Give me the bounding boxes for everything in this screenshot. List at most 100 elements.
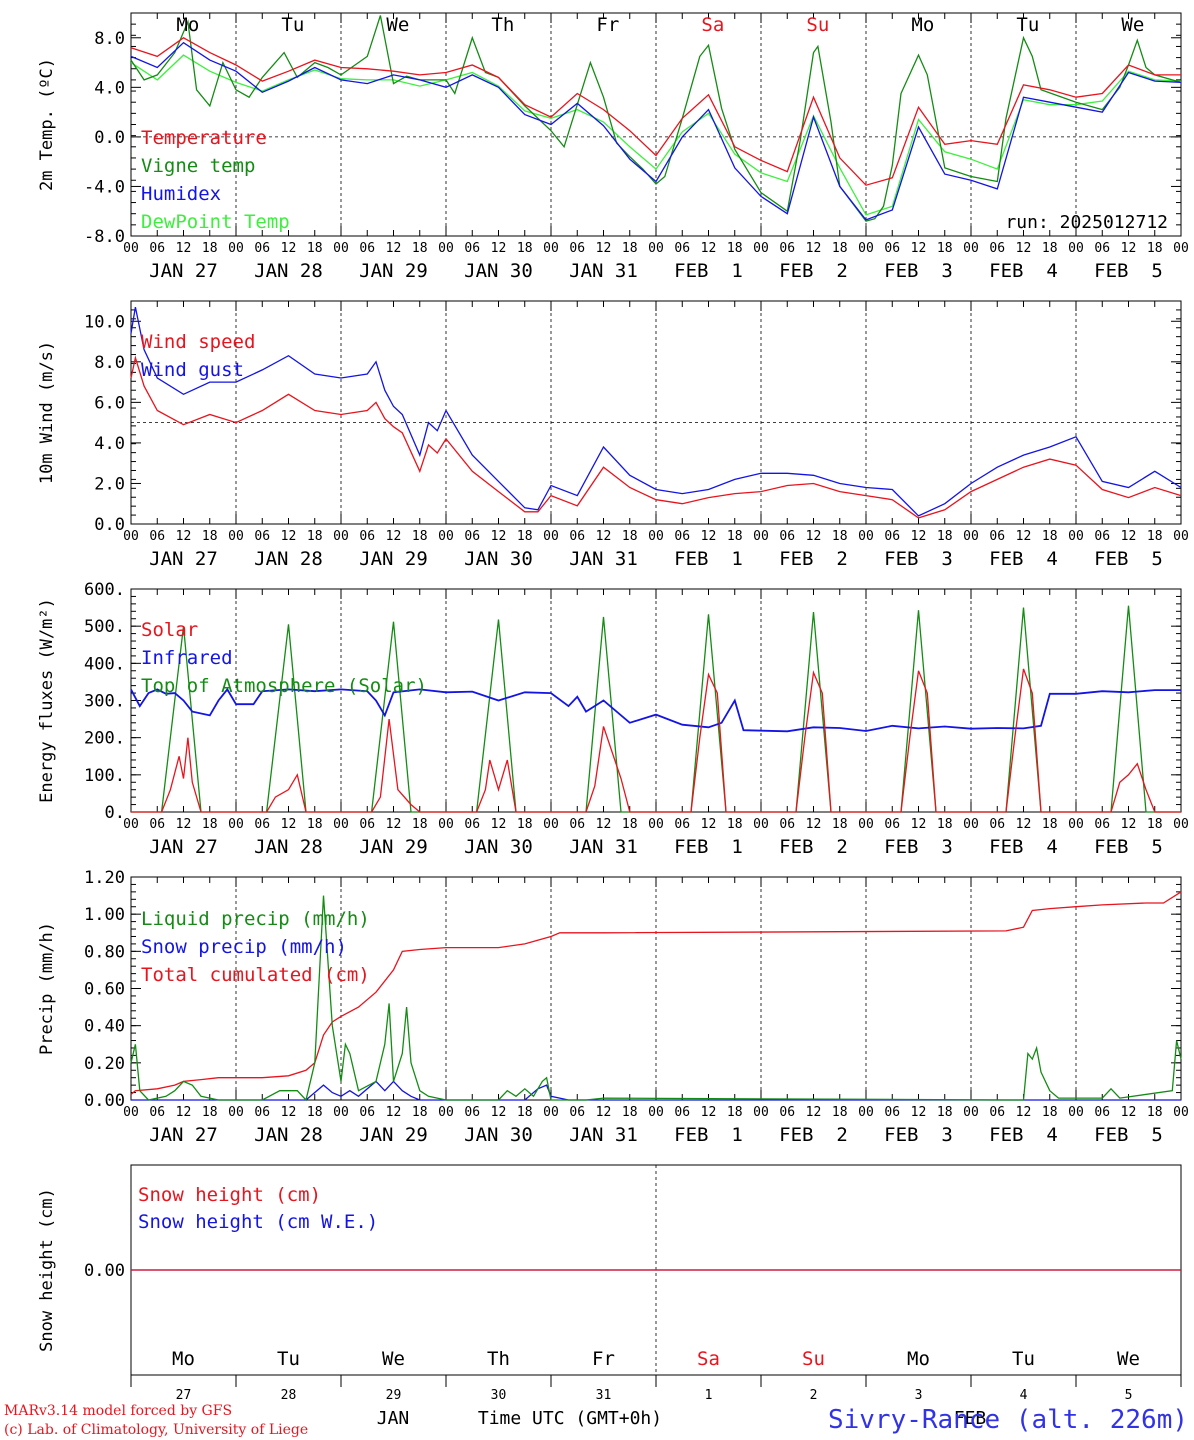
series-total-cumulated-cm-line bbox=[130, 891, 1182, 1095]
x-hour-label: 18 bbox=[307, 241, 323, 256]
series-temperature-line bbox=[130, 37, 1181, 186]
x-hour-label: 18 bbox=[832, 817, 848, 832]
x-hour-label: 06 bbox=[779, 817, 795, 832]
x-hour-label: 00 bbox=[1173, 817, 1189, 832]
x-hour-label: 00 bbox=[753, 529, 769, 544]
day-number-label: 30 bbox=[491, 1388, 507, 1403]
x-hour-label: 06 bbox=[779, 1105, 795, 1120]
x-hour-label: 00 bbox=[543, 1105, 559, 1120]
x-hour-label: 06 bbox=[674, 1105, 690, 1120]
x-hour-label: 00 bbox=[228, 817, 244, 832]
footer-lab: (c) Lab. of Climatology, University of L… bbox=[4, 1422, 308, 1438]
footer-month-jan: JAN bbox=[377, 1408, 410, 1429]
x-date-label: JAN 27 bbox=[149, 260, 218, 282]
x-hour-label: 00 bbox=[1068, 529, 1084, 544]
weekday-label: Mo bbox=[911, 14, 934, 36]
x-hour-label: 06 bbox=[149, 1105, 165, 1120]
x-date-label: FEB 4 bbox=[989, 1124, 1058, 1146]
x-hour-label: 06 bbox=[1094, 241, 1110, 256]
x-hour-label: 12 bbox=[491, 529, 507, 544]
weekday-label: Su bbox=[802, 1348, 825, 1370]
x-hour-label: 00 bbox=[123, 1105, 139, 1120]
x-hour-label: 18 bbox=[307, 1105, 323, 1120]
panel-5: 0.00 Snow height (cm) Snow height (cm) Snow… bbox=[37, 1164, 1182, 1403]
weekday-label: Tu bbox=[1012, 1348, 1035, 1370]
x-hour-label: 12 bbox=[176, 529, 192, 544]
y-tick-label: -8.0 bbox=[84, 227, 125, 247]
weekday-label: We bbox=[1117, 1348, 1140, 1370]
x-hour-label: 00 bbox=[123, 241, 139, 256]
y-tick-label: 6.0 bbox=[94, 393, 125, 413]
x-date-label: FEB 2 bbox=[779, 548, 848, 570]
x-hour-label: 06 bbox=[359, 1105, 375, 1120]
y-tick-label: 0.20 bbox=[84, 1054, 125, 1074]
x-hour-label: 00 bbox=[1173, 241, 1189, 256]
x-date-label: FEB 4 bbox=[989, 260, 1058, 282]
x-hour-label: 06 bbox=[989, 529, 1005, 544]
x-date-label: FEB 4 bbox=[989, 548, 1058, 570]
x-hour-label: 12 bbox=[491, 1105, 507, 1120]
x-hour-label: 18 bbox=[622, 529, 638, 544]
y-tick-label: 0.0 bbox=[94, 128, 125, 148]
y-tick-label: 1.00 bbox=[84, 905, 125, 925]
legend-temperature: Temperature bbox=[141, 127, 267, 149]
x-hour-label: 18 bbox=[937, 817, 953, 832]
x-hour-label: 00 bbox=[858, 1105, 874, 1120]
legend-liquid-precip-mm-h: Liquid precip (mm/h) bbox=[141, 908, 370, 930]
x-date-label: FEB 3 bbox=[884, 260, 953, 282]
y-tick-label: -4.0 bbox=[84, 177, 125, 197]
y-tick-label: 4.0 bbox=[94, 434, 125, 454]
x-hour-label: 06 bbox=[254, 1105, 270, 1120]
x-hour-label: 12 bbox=[596, 817, 612, 832]
x-hour-label: 00 bbox=[228, 529, 244, 544]
x-hour-label: 18 bbox=[307, 529, 323, 544]
x-hour-label: 06 bbox=[254, 241, 270, 256]
x-hour-label: 00 bbox=[438, 817, 454, 832]
x-date-label: FEB 5 bbox=[1094, 548, 1163, 570]
x-hour-label: 06 bbox=[674, 529, 690, 544]
y-tick-label: 2.0 bbox=[94, 474, 125, 494]
x-hour-label: 18 bbox=[622, 817, 638, 832]
x-hour-label: 00 bbox=[123, 529, 139, 544]
x-hour-label: 18 bbox=[412, 1105, 428, 1120]
x-hour-label: 18 bbox=[202, 241, 218, 256]
weekday-label: We bbox=[382, 1348, 405, 1370]
x-hour-label: 18 bbox=[832, 241, 848, 256]
x-hour-label: 06 bbox=[254, 817, 270, 832]
y-tick-label: 500. bbox=[84, 617, 125, 637]
x-hour-label: 06 bbox=[884, 241, 900, 256]
x-date-label: JAN 31 bbox=[569, 260, 638, 282]
x-hour-label: 18 bbox=[727, 1105, 743, 1120]
legend-snow-height-cm-w-e: Snow height (cm W.E.) bbox=[138, 1211, 378, 1233]
x-hour-label: 12 bbox=[176, 817, 192, 832]
legend-wind-gust: Wind gust bbox=[141, 359, 244, 381]
x-date-label: JAN 31 bbox=[569, 1124, 638, 1146]
x-hour-label: 18 bbox=[1147, 1105, 1163, 1120]
x-date-label: JAN 27 bbox=[149, 548, 218, 570]
y-tick-label: 400. bbox=[84, 654, 125, 674]
x-hour-label: 18 bbox=[412, 529, 428, 544]
legend-wind-speed: Wind speed bbox=[141, 331, 255, 353]
weekday-label: Sa bbox=[697, 1348, 720, 1370]
x-hour-label: 00 bbox=[438, 529, 454, 544]
x-hour-label: 18 bbox=[1147, 529, 1163, 544]
x-hour-label: 18 bbox=[727, 817, 743, 832]
x-date-label: JAN 31 bbox=[569, 836, 638, 858]
x-hour-label: 06 bbox=[149, 817, 165, 832]
x-hour-label: 00 bbox=[963, 529, 979, 544]
x-hour-label: 06 bbox=[569, 817, 585, 832]
x-hour-label: 00 bbox=[858, 241, 874, 256]
x-hour-label: 00 bbox=[543, 241, 559, 256]
x-hour-label: 12 bbox=[806, 529, 822, 544]
x-date-label: FEB 2 bbox=[779, 1124, 848, 1146]
x-hour-label: 18 bbox=[517, 1105, 533, 1120]
x-date-label: FEB 1 bbox=[674, 836, 743, 858]
x-hour-label: 18 bbox=[832, 529, 848, 544]
x-hour-label: 00 bbox=[333, 1105, 349, 1120]
plot-frame bbox=[130, 300, 1182, 525]
legend-infrared: Infrared bbox=[141, 647, 233, 669]
day-number-label: 29 bbox=[386, 1388, 402, 1403]
x-hour-label: 06 bbox=[779, 241, 795, 256]
weekday-label: Sa bbox=[701, 14, 724, 36]
x-hour-label: 06 bbox=[149, 241, 165, 256]
